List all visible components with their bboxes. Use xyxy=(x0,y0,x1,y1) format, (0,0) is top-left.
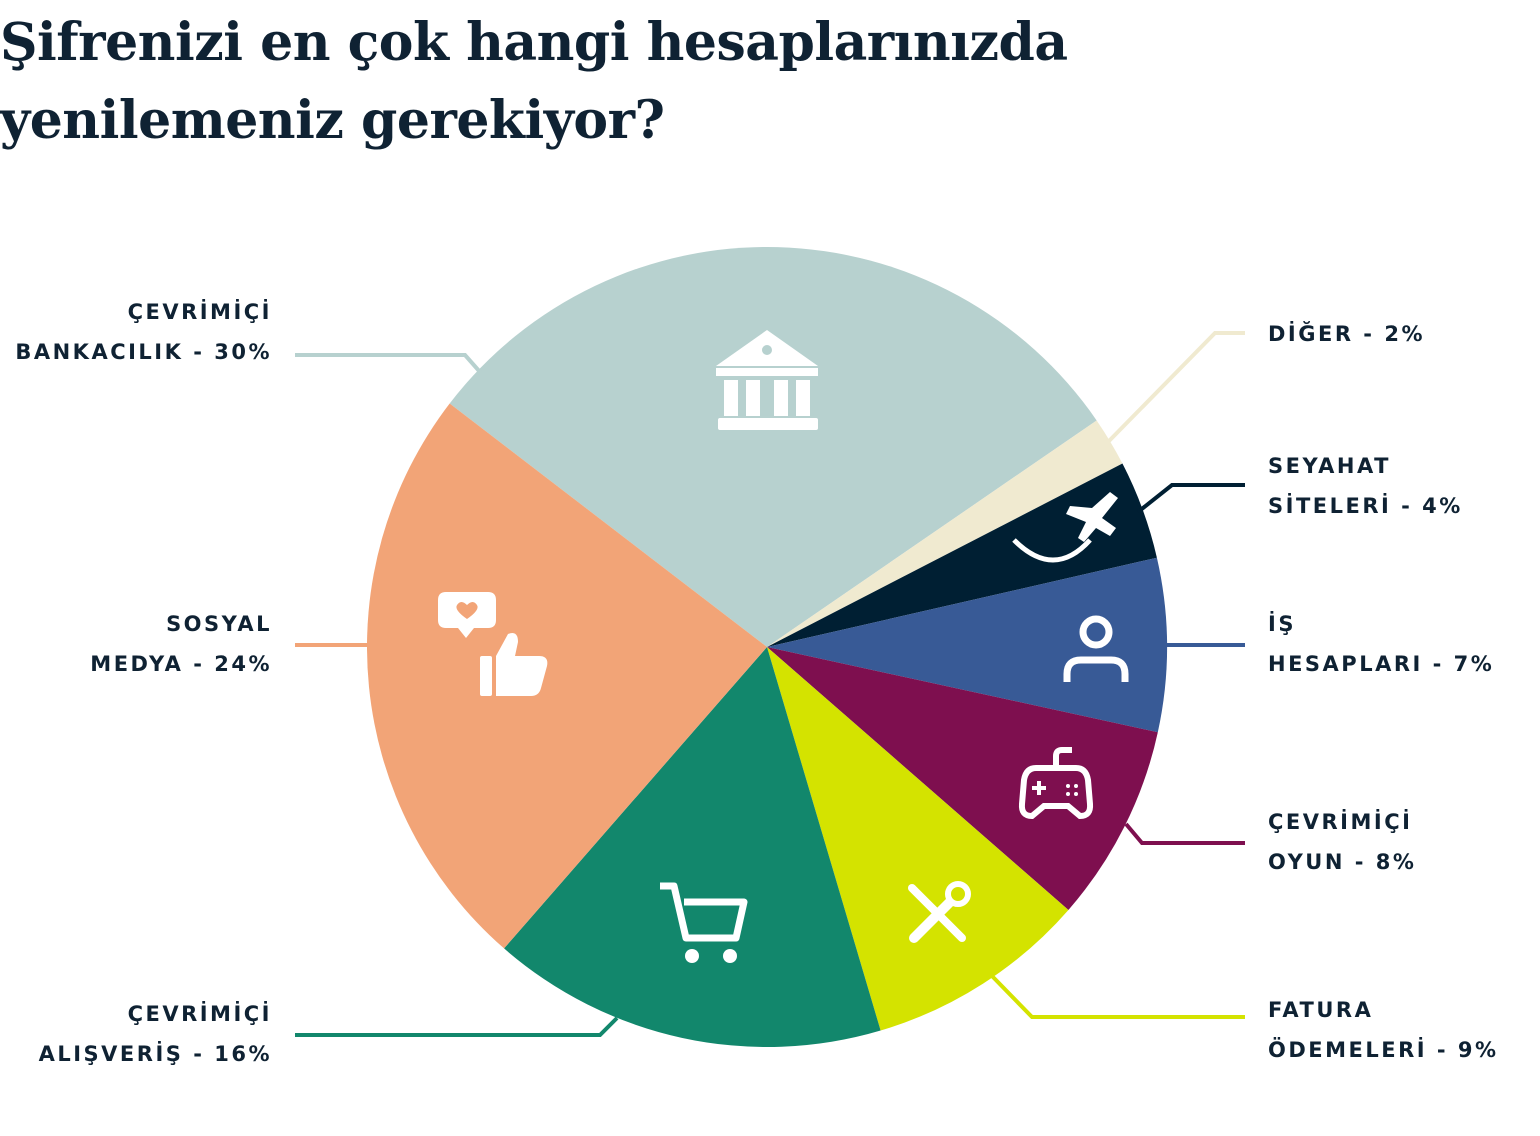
leader-line-shopping xyxy=(295,1016,619,1037)
leader-line-other xyxy=(1106,331,1245,444)
tools-icon xyxy=(908,881,971,943)
chart-title: Şifrenizi en çok hangi hesaplarınızda ye… xyxy=(0,12,1068,151)
leader-line-travel xyxy=(1136,483,1245,514)
pie-slice-1 xyxy=(767,420,1123,647)
label-online-gaming: ÇEVRİMİÇİ OYUN - 8% xyxy=(1268,810,1417,874)
social-like-icon xyxy=(438,592,548,696)
label-travel-sites: SEYAHAT SİTELERİ - 4% xyxy=(1268,454,1463,518)
label-social-media: SOSYAL MEDYA - 24% xyxy=(90,612,272,676)
label-business-accounts: İŞ HESAPLARI - 7% xyxy=(1268,612,1495,676)
airplane-icon xyxy=(1012,492,1118,563)
pie-slice-2 xyxy=(767,463,1157,647)
leader-line-bills xyxy=(990,974,1245,1019)
bank-icon xyxy=(716,330,818,430)
label-other: DİĞER - 2% xyxy=(1268,322,1425,346)
pie-slice-3 xyxy=(767,557,1167,733)
shopping-cart-icon xyxy=(660,882,748,963)
pie-slice-6 xyxy=(504,647,881,1047)
pie-slice-7 xyxy=(367,403,767,949)
pie-slice-4 xyxy=(767,647,1158,910)
pie-slice-5 xyxy=(767,647,1069,1031)
gamepad-icon xyxy=(1018,747,1094,820)
leader-line-gaming xyxy=(1124,822,1245,845)
pie-slice-0 xyxy=(449,246,1097,647)
label-online-banking: ÇEVRİMİÇİ BANKACILIK - 30% xyxy=(15,300,272,364)
user-icon xyxy=(1063,615,1129,682)
leader-line-banking xyxy=(295,353,482,374)
label-bill-payments: FATURA ÖDEMELERİ - 9% xyxy=(1268,998,1499,1062)
label-online-shopping: ÇEVRİMİÇİ ALIŞVERİŞ - 16% xyxy=(38,1002,272,1066)
